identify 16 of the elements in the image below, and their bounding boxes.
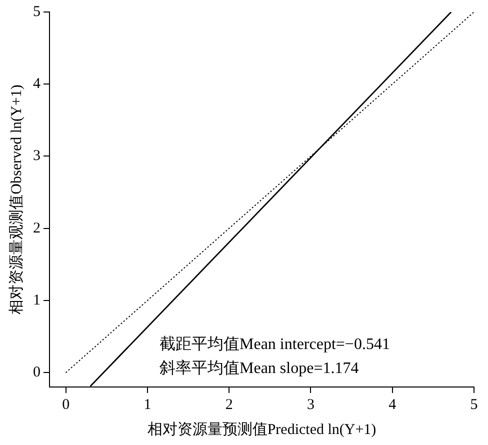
y-tick-label: 3 bbox=[33, 148, 40, 164]
y-axis-title: 相对资源量观测值Observed ln(Y+1) bbox=[8, 84, 25, 314]
y-tick-label: 1 bbox=[33, 292, 40, 308]
x-tick-label: 0 bbox=[62, 396, 70, 413]
y-tick-label: 5 bbox=[33, 4, 40, 20]
x-tick-label: 1 bbox=[144, 396, 152, 413]
x-tick-label: 4 bbox=[388, 396, 397, 413]
x-tick-label: 2 bbox=[225, 396, 233, 413]
annotation: 斜率平均值Mean slope=1.174 bbox=[160, 359, 359, 377]
x-tick-label: 5 bbox=[470, 396, 478, 413]
y-tick-label: 4 bbox=[33, 76, 41, 92]
annotation: 截距平均值Mean intercept=−0.541 bbox=[160, 335, 390, 353]
x-tick-label: 3 bbox=[306, 396, 314, 413]
y-tick-label: 0 bbox=[33, 364, 40, 381]
x-axis-title: 相对资源量预测值Predicted ln(Y+1) bbox=[147, 420, 376, 438]
y-tick-label: 2 bbox=[33, 220, 40, 236]
